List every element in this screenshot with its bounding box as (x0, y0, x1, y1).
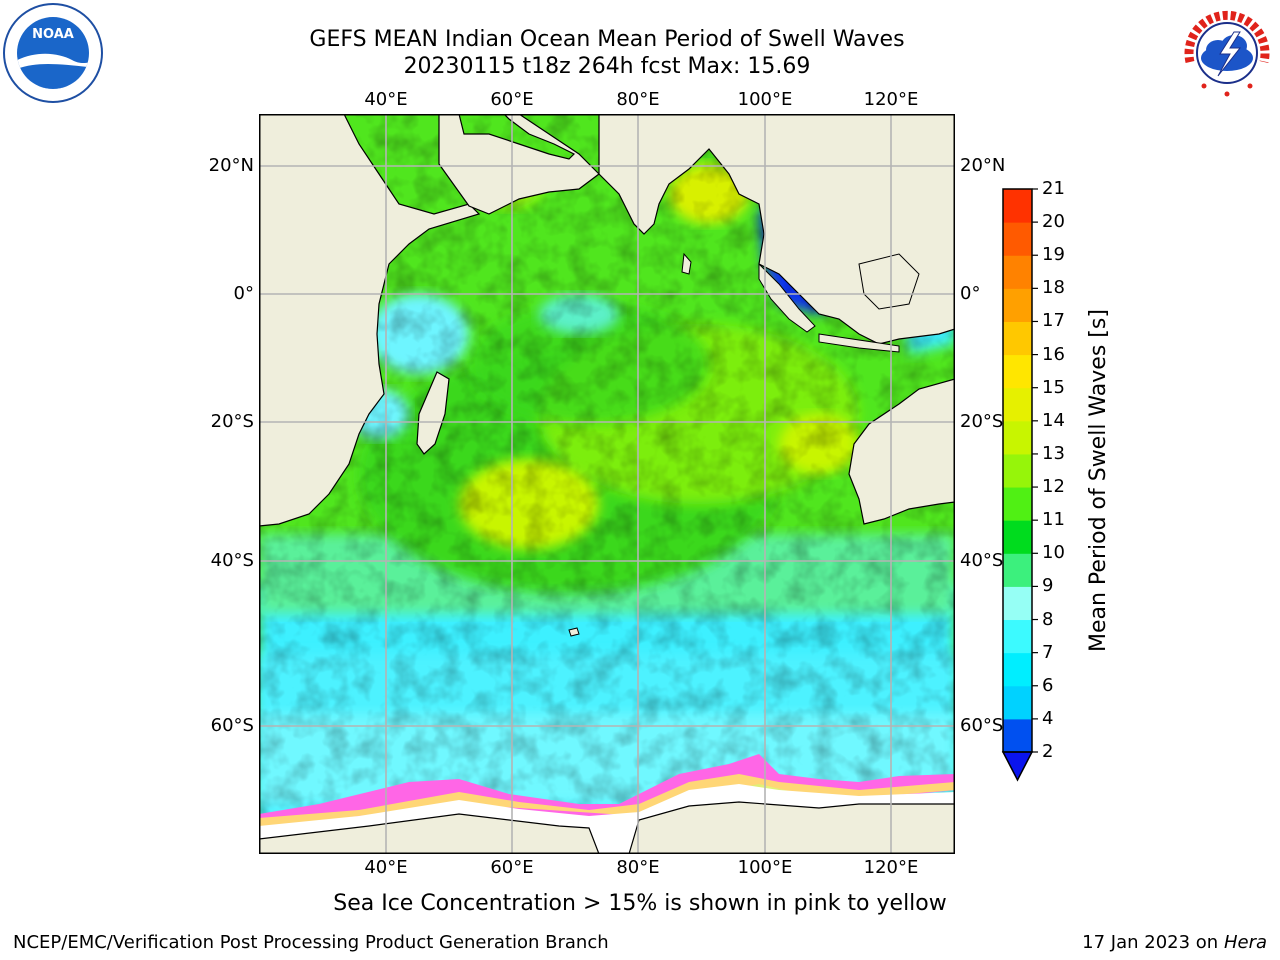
colorbar-tick-label: 20 (1042, 211, 1065, 233)
lat-label-right: 60°S (960, 715, 1004, 736)
sea-ice-note: Sea Ice Concentration > 15% is shown in … (333, 891, 947, 916)
colorbar-bin (1003, 553, 1032, 587)
footer-host: Hera (1223, 932, 1267, 953)
lon-label-bottom: 60°E (490, 857, 534, 878)
lat-label-left: 20°S (210, 411, 254, 432)
svg-text:NOAA: NOAA (32, 27, 74, 42)
australia (848, 378, 955, 525)
lat-label-right: 0° (960, 283, 981, 304)
colorbar-bin (1003, 387, 1032, 422)
colorbar-bin (1003, 652, 1032, 687)
map-plot (259, 114, 955, 854)
colorbar-tick-label: 15 (1042, 376, 1065, 398)
colorbar-under-arrow (1001, 751, 1034, 782)
colorbar-tick-label: 11 (1042, 509, 1065, 531)
colorbar-tick-label: 7 (1042, 641, 1054, 663)
lon-label-top: 40°E (364, 89, 408, 110)
colorbar-bin (1003, 255, 1032, 289)
colorbar-tick-label: 9 (1042, 575, 1054, 597)
nws-logo (1178, 4, 1276, 102)
colorbar-tick-label: 16 (1042, 343, 1065, 365)
lat-label-left: 60°S (210, 715, 254, 736)
colorbar-tick-label: 18 (1042, 277, 1065, 299)
colorbar-bin (1003, 420, 1032, 455)
lat-label-left: 40°S (210, 550, 254, 571)
colorbar-tick-label: 4 (1042, 707, 1054, 729)
colorbar-tick-label: 21 (1042, 178, 1065, 199)
madagascar (416, 371, 450, 455)
lon-label-bottom: 80°E (616, 857, 660, 878)
colorbar-bin (1003, 718, 1032, 753)
colorbar-bin (1003, 222, 1032, 256)
colorbar-frame (1002, 188, 1033, 753)
colorbar-bin (1003, 453, 1032, 488)
colorbar-bin (1003, 487, 1032, 521)
lat-label-right: 20°N (960, 155, 1006, 176)
lat-label-left: 20°N (208, 155, 254, 176)
colorbar-bin (1003, 321, 1032, 356)
colorbar (1001, 188, 1038, 782)
colorbar-bin (1003, 520, 1032, 554)
colorbar-tick-label: 17 (1042, 310, 1065, 332)
lon-label-top: 80°E (616, 89, 660, 110)
lon-label-bottom: 100°E (737, 857, 793, 878)
colorbar-tick-label: 8 (1042, 608, 1054, 630)
map-frame (259, 114, 955, 854)
antarctica (259, 801, 955, 854)
colorbar-tick-label: 14 (1042, 409, 1065, 431)
graticule (259, 114, 955, 854)
colorbar-bin (1003, 619, 1032, 654)
colorbar-bin (1003, 685, 1032, 720)
lon-label-bottom: 120°E (863, 857, 919, 878)
footer-credit: NCEP/EMC/Verification Post Processing Pr… (13, 932, 609, 953)
colorbar-bin (1003, 586, 1032, 621)
lon-label-top: 100°E (737, 89, 793, 110)
lat-label-right: 20°S (960, 411, 1004, 432)
colorbar-tick-label: 6 (1042, 674, 1054, 696)
lon-label-top: 120°E (863, 89, 919, 110)
colorbar-bin (1003, 288, 1032, 322)
colorbar-tick-label: 10 (1042, 542, 1065, 564)
colorbar-tick-label: 12 (1042, 476, 1065, 498)
lon-label-bottom: 40°E (364, 857, 408, 878)
footer-date-text: 17 Jan 2023 on (1082, 932, 1224, 953)
map-subtitle: 20230115 t18z 264h fcst Max: 15.69 (403, 54, 811, 79)
lat-label-right: 40°S (960, 550, 1004, 571)
colorbar-bin (1003, 354, 1032, 389)
lat-label-left: 0° (233, 283, 254, 304)
colorbar-tick-label: 2 (1042, 741, 1054, 762)
africa (259, 114, 481, 527)
colorbar-tick-label: 13 (1042, 442, 1065, 464)
arabia (438, 114, 600, 215)
footer-date: 17 Jan 2023 on Hera (1082, 932, 1267, 953)
map-title: GEFS MEAN Indian Ocean Mean Period of Sw… (309, 27, 905, 52)
colorbar-bin (1003, 189, 1032, 223)
colorbar-tick-label: 19 (1042, 244, 1065, 266)
colorbar-label: Mean Period of Swell Waves [s] (1086, 309, 1111, 652)
noaa-logo: NOAA (3, 3, 103, 103)
lon-label-top: 60°E (490, 89, 534, 110)
